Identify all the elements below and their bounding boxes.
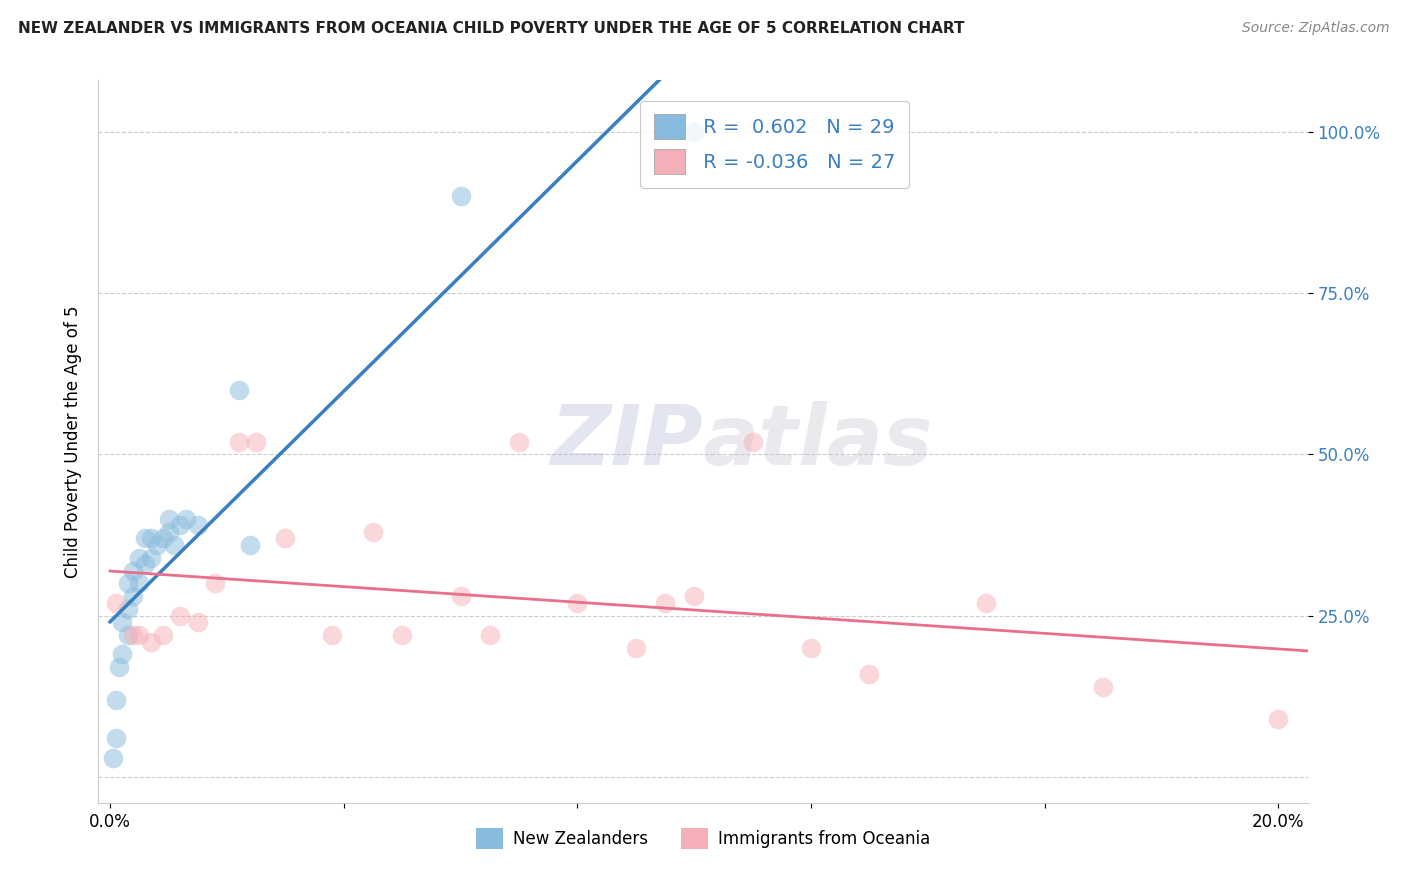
Point [134,531,156,545]
Point [169,608,191,623]
Point [152,531,174,545]
Point [858,666,880,681]
Point [624,640,647,655]
Text: atlas: atlas [703,401,934,482]
Point [139,550,162,565]
Point [104,596,127,610]
Point [117,628,139,642]
Point [228,434,250,449]
Point [163,538,186,552]
Point [111,648,134,662]
Point [683,125,706,139]
Point [391,628,413,642]
Point [683,590,706,604]
Point [187,615,209,630]
Point [152,628,174,642]
Point [111,615,134,630]
Point [450,189,472,203]
Point [169,518,191,533]
Point [128,550,150,565]
Y-axis label: Child Poverty Under the Age of 5: Child Poverty Under the Age of 5 [63,305,82,578]
Point [104,731,127,746]
Point [800,640,823,655]
Point [157,512,180,526]
Point [1267,712,1289,726]
Text: Source: ZipAtlas.com: Source: ZipAtlas.com [1241,21,1389,35]
Point [122,564,145,578]
Point [187,518,209,533]
Point [450,590,472,604]
Point [174,512,197,526]
Point [139,531,162,545]
Point [117,602,139,616]
Point [274,531,297,545]
Point [245,434,267,449]
Point [478,628,501,642]
Point [122,590,145,604]
Point [104,692,127,706]
Text: ZIP: ZIP [550,401,703,482]
Point [139,634,162,648]
Point [741,434,763,449]
Point [361,524,384,539]
Point [974,596,997,610]
Point [321,628,343,642]
Point [654,596,676,610]
Point [567,596,589,610]
Point [239,538,262,552]
Point [122,628,145,642]
Point [128,628,150,642]
Point [117,576,139,591]
Text: NEW ZEALANDER VS IMMIGRANTS FROM OCEANIA CHILD POVERTY UNDER THE AGE OF 5 CORREL: NEW ZEALANDER VS IMMIGRANTS FROM OCEANIA… [18,21,965,36]
Point [228,383,250,397]
Point [134,557,156,571]
Point [146,538,169,552]
Legend: New Zealanders, Immigrants from Oceania: New Zealanders, Immigrants from Oceania [470,822,936,856]
Point [101,750,124,764]
Point [128,576,150,591]
Point [508,434,530,449]
Point [204,576,226,591]
Point [157,524,180,539]
Point [108,660,131,674]
Point [1092,680,1115,694]
